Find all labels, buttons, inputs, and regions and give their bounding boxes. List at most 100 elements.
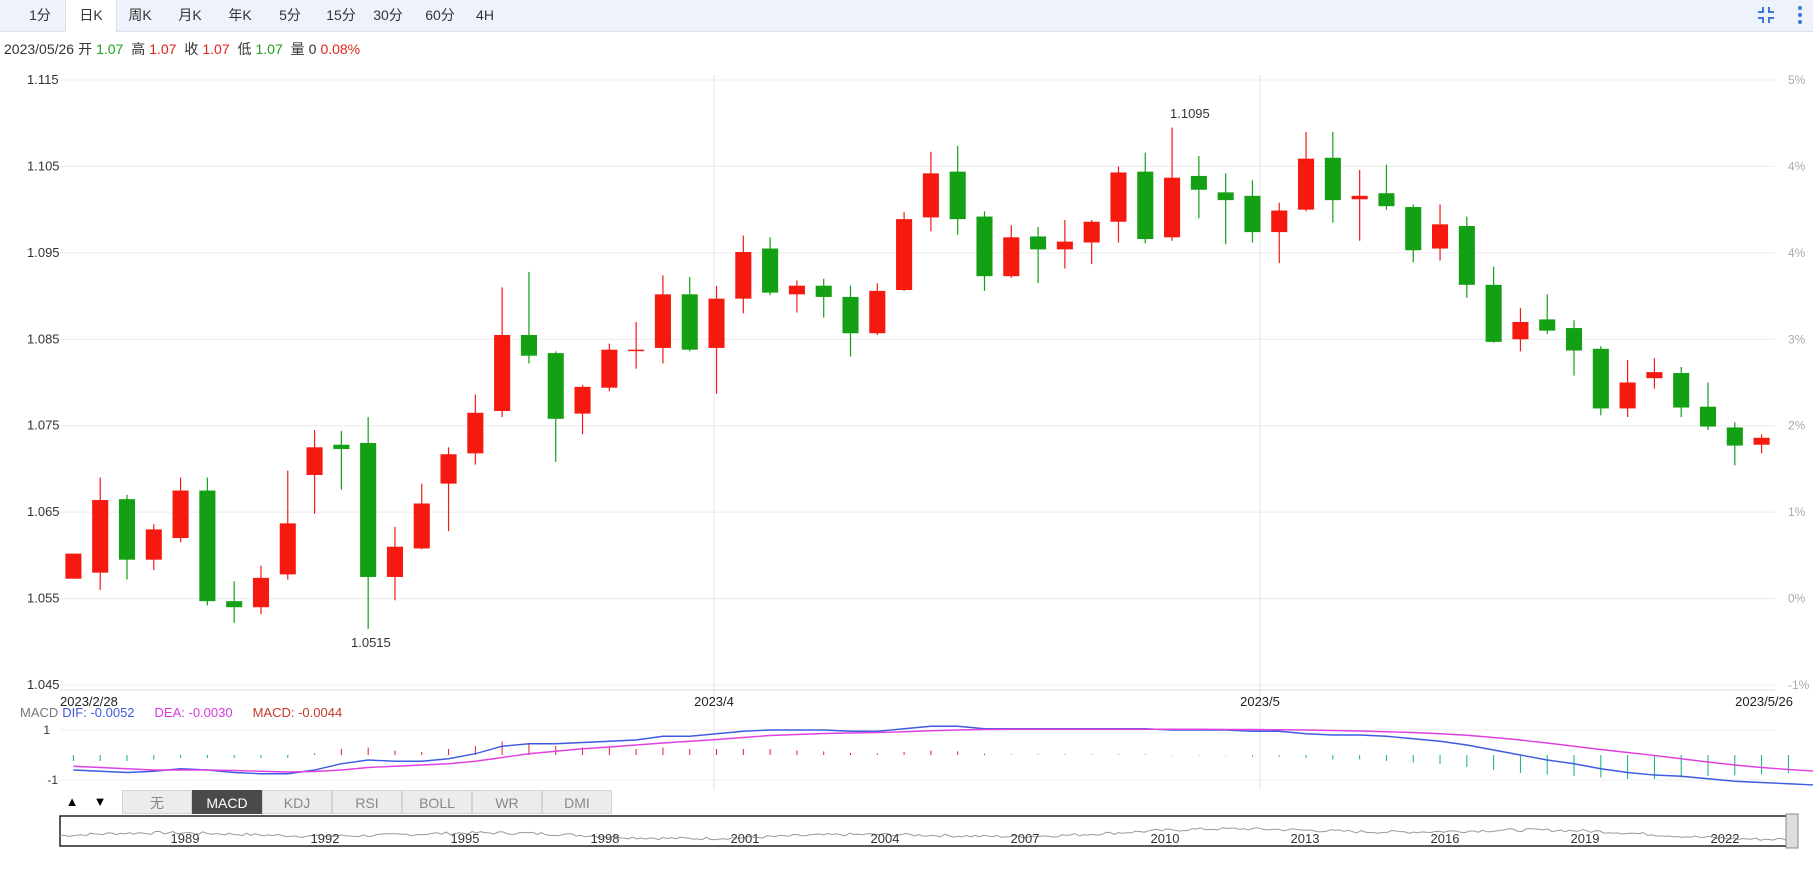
dif-line bbox=[73, 725, 1813, 786]
y-tick-label: 1.115 bbox=[27, 72, 59, 87]
candle-body bbox=[1512, 322, 1529, 340]
macd-tick-label: -1 bbox=[47, 773, 58, 787]
candle-body bbox=[574, 386, 591, 414]
info-close-label: 收 bbox=[184, 41, 199, 57]
candle-body bbox=[1458, 226, 1475, 285]
candle-body bbox=[306, 447, 323, 475]
candle-body bbox=[762, 248, 779, 293]
candle-body bbox=[815, 285, 832, 297]
navigator-year-label: 1995 bbox=[451, 831, 480, 846]
macd-legend-dea: DEA: -0.0030 bbox=[154, 705, 233, 720]
candle-body bbox=[1003, 237, 1020, 277]
tab-7[interactable]: 30分 bbox=[373, 7, 403, 23]
info-volume-label: 量 bbox=[290, 41, 305, 57]
candle-body bbox=[1539, 319, 1556, 331]
candle-body bbox=[279, 523, 296, 575]
tab-5[interactable]: 5分 bbox=[279, 7, 301, 23]
navigator-handle bbox=[1785, 813, 1799, 849]
info-change-pct: 0.08% bbox=[320, 41, 361, 57]
candle-body bbox=[628, 349, 645, 352]
indicator-tab-5[interactable]: WR bbox=[472, 790, 542, 814]
candle-body bbox=[1056, 241, 1073, 250]
candle-body bbox=[145, 529, 162, 560]
candle-body bbox=[413, 503, 430, 549]
more-vert-icon[interactable] bbox=[1790, 5, 1810, 25]
macd-legend-macd: MACD: -0.0044 bbox=[252, 705, 343, 720]
indicator-tab-0[interactable]: 无 bbox=[122, 790, 192, 814]
candle-body bbox=[333, 444, 350, 450]
navigator-year-label: 1992 bbox=[311, 831, 340, 846]
candle-body bbox=[1351, 195, 1368, 200]
candle-body bbox=[869, 290, 886, 334]
candle-body bbox=[172, 490, 189, 539]
y-tick-label: 1.075 bbox=[27, 418, 60, 433]
arrow-down-icon[interactable]: ▼ bbox=[88, 790, 112, 814]
candle-body bbox=[735, 251, 752, 299]
tab-1[interactable]: 日K bbox=[65, 0, 117, 32]
candle-body bbox=[788, 285, 805, 295]
navigator-year-label: 2016 bbox=[1431, 831, 1460, 846]
indicator-tab-1[interactable]: MACD bbox=[192, 790, 262, 814]
candle-body bbox=[601, 349, 618, 388]
right-tick-label: 2% bbox=[1788, 419, 1806, 433]
candle-body bbox=[1030, 236, 1047, 250]
candle-body bbox=[1137, 171, 1154, 240]
navigator-year-label: 2001 bbox=[731, 831, 760, 846]
high-annotation: 1.1095 bbox=[1170, 106, 1210, 121]
tab-6[interactable]: 15分 bbox=[326, 7, 356, 23]
macd-legend: MACD DIF: -0.0052 DEA: -0.0030 MACD: -0.004… bbox=[20, 705, 362, 720]
navigator-series bbox=[59, 827, 1796, 841]
x-tick-label: 2023/2/28 bbox=[60, 694, 118, 709]
candle-body bbox=[360, 443, 377, 577]
arrow-up-icon[interactable]: ▲ bbox=[60, 790, 84, 814]
y-tick-label: 1.105 bbox=[27, 158, 60, 173]
compress-icon[interactable] bbox=[1756, 5, 1776, 25]
x-tick-label: 2023/5 bbox=[1240, 694, 1280, 709]
right-tick-label: 3% bbox=[1788, 332, 1806, 346]
tab-2[interactable]: 周K bbox=[128, 7, 152, 23]
info-open-value: 1.07 bbox=[96, 41, 124, 57]
navigator-year-label: 2022 bbox=[1711, 831, 1740, 846]
ohlc-info-line: 2023/05/26 开 1.07 高 1.07 收 1.07 低 1.07 量 0 0.08… bbox=[4, 39, 364, 59]
indicator-tab-3[interactable]: RSI bbox=[332, 790, 402, 814]
candle-body bbox=[520, 334, 537, 356]
right-tick-label: 4% bbox=[1788, 159, 1806, 173]
tab-0[interactable]: 1分 bbox=[29, 7, 51, 23]
candle-body bbox=[1699, 406, 1717, 427]
candle-body bbox=[1190, 175, 1207, 190]
indicator-tab-6[interactable]: DMI bbox=[542, 790, 612, 814]
y-tick-label: 1.045 bbox=[27, 677, 60, 692]
candle-body bbox=[1646, 372, 1663, 379]
y-tick-label: 1.055 bbox=[27, 591, 60, 606]
candle-body bbox=[1673, 372, 1690, 408]
candle-body bbox=[386, 546, 403, 577]
right-tick-label: 5% bbox=[1788, 73, 1806, 87]
info-open-label: 开 bbox=[78, 41, 93, 57]
candle-body bbox=[92, 500, 109, 573]
candle-body bbox=[896, 219, 913, 291]
candle-body bbox=[1110, 172, 1127, 222]
candle-body bbox=[681, 294, 698, 350]
candle-body bbox=[65, 553, 82, 579]
low-annotation: 1.0515 bbox=[351, 635, 391, 650]
candle-body bbox=[467, 412, 484, 454]
tab-4[interactable]: 年K bbox=[228, 7, 252, 23]
right-tick-label: 1% bbox=[1788, 505, 1806, 519]
candle-body bbox=[226, 601, 243, 608]
candle-body bbox=[1324, 157, 1341, 201]
navigator-year-label: 2007 bbox=[1011, 831, 1040, 846]
tab-8[interactable]: 60分 bbox=[425, 7, 455, 23]
tab-9[interactable]: 4H bbox=[476, 7, 494, 23]
candle-body bbox=[1565, 328, 1583, 351]
candle-body bbox=[1271, 210, 1288, 233]
indicator-tab-4[interactable]: BOLL bbox=[402, 790, 472, 814]
navigator-year-label: 2019 bbox=[1571, 831, 1600, 846]
candle-body bbox=[1083, 221, 1100, 243]
tab-3[interactable]: 月K bbox=[178, 7, 202, 23]
indicator-tab-2[interactable]: KDJ bbox=[262, 790, 332, 814]
candle-body bbox=[1164, 177, 1181, 238]
candle-body bbox=[1432, 224, 1449, 249]
y-tick-label: 1.065 bbox=[27, 504, 60, 519]
candle-body bbox=[1405, 207, 1422, 251]
